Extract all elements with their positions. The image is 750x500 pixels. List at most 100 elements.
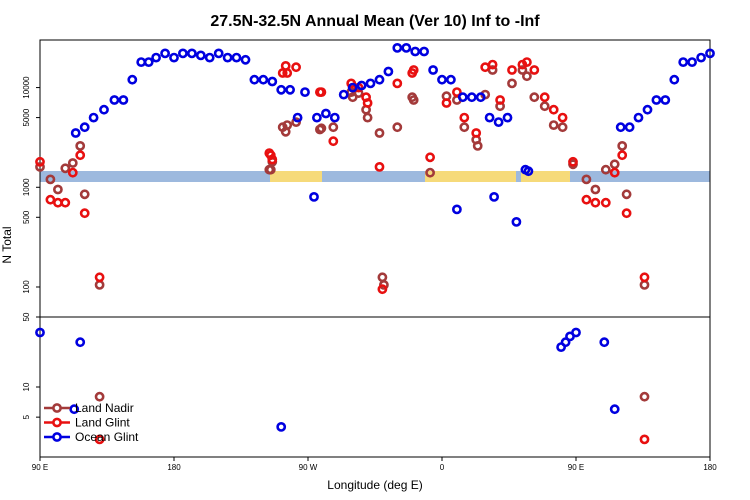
point-ocean-glint — [186, 48, 197, 59]
y-tick-label: 500 — [22, 210, 31, 224]
point-ocean-glint — [309, 191, 319, 202]
point-land-glint — [557, 112, 568, 123]
y-tick-label: 5000 — [22, 108, 31, 126]
point-land-glint — [377, 284, 388, 295]
point-land-glint — [328, 136, 339, 147]
chart-title: 27.5N-32.5N Annual Mean (Ver 10) Inf to … — [210, 13, 540, 30]
point-ocean-glint — [660, 95, 671, 105]
ocean-segment-pacific — [40, 171, 270, 182]
point-land-glint — [451, 87, 462, 97]
point-ocean-glint — [204, 52, 215, 63]
ocean-segment-pacific-east — [570, 171, 710, 182]
point-ocean-glint — [401, 43, 412, 53]
point-ocean-glint — [213, 48, 224, 59]
point-land-nadir — [522, 71, 532, 82]
point-ocean-glint — [669, 74, 680, 85]
point-ocean-glint — [109, 95, 120, 105]
ocean-segment-atlantic — [322, 171, 425, 182]
point-land-nadir-lower — [94, 391, 105, 402]
point-ocean-glint — [249, 74, 260, 85]
point-ocean-glint — [687, 57, 697, 67]
point-land-glint — [45, 194, 56, 205]
point-ocean-glint — [511, 216, 522, 227]
point-ocean-glint — [383, 66, 394, 77]
point-land-glint — [471, 128, 482, 138]
point-land-nadir — [548, 120, 559, 130]
point-ocean-glint — [311, 112, 322, 123]
x-tick-label: 90 E — [568, 463, 584, 472]
x-tick-label: 0 — [440, 463, 445, 472]
point-land-nadir — [459, 122, 470, 133]
point-land-nadir — [392, 122, 403, 133]
point-ocean-glint — [633, 112, 644, 123]
point-ocean-glint — [267, 76, 278, 87]
point-land-glint-lower — [639, 434, 650, 445]
point-land-glint — [548, 104, 559, 115]
point-ocean-glint — [437, 74, 447, 85]
point-land-glint — [79, 208, 90, 219]
point-land-glint — [459, 112, 470, 123]
point-land-glint — [392, 78, 403, 89]
point-land-glint — [291, 62, 301, 73]
point-ocean-glint — [285, 84, 295, 95]
point-land-nadir — [291, 117, 301, 127]
point-ocean-glint-lower — [571, 327, 581, 338]
point-ocean-glint — [347, 82, 358, 93]
point-ocean-glint — [338, 89, 349, 100]
point-land-glint — [425, 152, 435, 163]
y-tick-label: 1000 — [22, 178, 31, 196]
point-ocean-glint — [88, 112, 99, 123]
point-ocean-glint — [320, 108, 331, 119]
y-tick-label: 10 — [22, 382, 31, 391]
x-tick-label: 180 — [703, 463, 717, 472]
point-ocean-glint — [475, 92, 486, 103]
point-land-nadir — [35, 161, 45, 172]
point-ocean-glint — [374, 74, 385, 85]
point-ocean-glint — [258, 74, 269, 85]
x-tick-label: 180 — [167, 463, 181, 472]
point-land-glint — [75, 150, 86, 161]
point-ocean-glint — [151, 52, 161, 63]
point-land-nadir — [67, 158, 78, 168]
point-land-nadir — [75, 140, 86, 151]
point-ocean-glint — [615, 122, 626, 133]
point-land-nadir — [529, 92, 540, 103]
point-ocean-glint — [240, 54, 251, 65]
point-ocean-glint — [392, 43, 403, 53]
y-tick-label: 5 — [22, 414, 31, 419]
point-land-nadir — [425, 167, 435, 178]
point-land-nadir — [600, 164, 611, 175]
legend-label-land-glint: Land Glint — [75, 416, 130, 430]
point-land-glint — [94, 272, 105, 283]
point-ocean-glint — [502, 112, 513, 123]
point-land-glint — [441, 98, 452, 108]
y-tick-label: 50 — [22, 312, 31, 321]
point-ocean-glint-lower — [69, 404, 80, 415]
point-land-glint — [408, 65, 419, 75]
point-ocean-glint — [177, 48, 188, 59]
point-land-glint — [495, 95, 505, 105]
point-land-glint — [609, 167, 620, 178]
point-land-glint — [374, 161, 385, 172]
point-ocean-glint — [642, 104, 653, 115]
point-ocean-glint — [428, 65, 438, 75]
point-land-nadir — [362, 112, 373, 123]
point-ocean-glint-lower — [75, 337, 86, 348]
point-ocean-glint — [410, 46, 421, 57]
point-land-glint — [282, 68, 293, 78]
point-ocean-glint — [451, 204, 462, 215]
point-ocean-glint — [624, 122, 635, 133]
point-land-nadir-lower — [639, 391, 650, 402]
ocean-segment-gulf — [516, 171, 521, 182]
point-ocean-glint — [365, 78, 376, 89]
point-land-nadir — [517, 65, 528, 75]
point-ocean-glint — [127, 74, 138, 85]
point-ocean-glint — [276, 84, 287, 95]
point-land-glint — [529, 65, 540, 75]
legend-marker-ocean-glint — [52, 432, 62, 442]
point-land-nadir — [353, 88, 364, 98]
point-ocean-glint — [160, 48, 170, 59]
y-tick-label: 10000 — [22, 76, 31, 99]
point-land-glint — [617, 150, 628, 161]
